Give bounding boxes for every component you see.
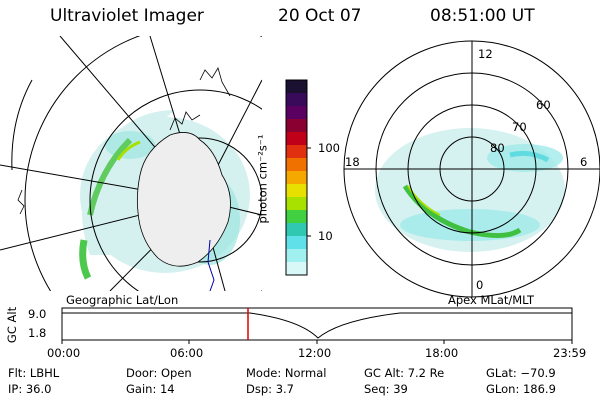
alt-ytick-1-8: 1.8	[28, 326, 47, 340]
glat-value: −70.9	[520, 366, 556, 380]
glon-field: GLon: 186.9	[486, 382, 556, 396]
glat-field: GLat: −70.9	[486, 366, 556, 380]
mlt-label-12: 12	[478, 47, 493, 61]
flt-field: Flt: LBHL	[8, 366, 60, 380]
colorbar-tick-10: 10	[318, 229, 333, 243]
colorbar-swatch	[286, 210, 307, 224]
colorbar-swatch	[286, 236, 307, 250]
altitude-plot	[61, 307, 573, 344]
colorbar-tick-100: 100	[318, 141, 340, 155]
colorbar-swatch	[286, 223, 307, 237]
colorbar-swatch	[286, 80, 307, 94]
colorbar-swatch	[286, 119, 307, 133]
alt-ylabel: GC Alt	[5, 306, 20, 344]
door-field: Door: Open	[126, 366, 192, 380]
app-title: Ultraviolet Imager	[50, 6, 204, 26]
gain-field: Gain: 14	[126, 382, 175, 396]
ip-value: 36.0	[25, 382, 52, 396]
colorbar-swatch	[286, 158, 307, 172]
colorbar-swatch	[286, 145, 307, 159]
mode-value: Normal	[284, 366, 327, 380]
colorbar-swatch	[286, 106, 307, 120]
door-value: Open	[160, 366, 192, 380]
seq-field: Seq: 39	[364, 382, 408, 396]
geographic-map	[0, 36, 262, 291]
mlt-label-18: 18	[345, 155, 360, 169]
continent-outline	[136, 132, 231, 267]
colorbar	[285, 79, 311, 276]
colorbar-frame	[285, 79, 308, 276]
alt-ytick-9: 9.0	[28, 307, 47, 321]
alt-xtick-1200: 12:00	[298, 346, 332, 360]
colorbar-swatch	[286, 171, 307, 185]
mlt-label-6: 6	[580, 155, 588, 169]
colorbar-swatch	[286, 184, 307, 198]
colorbar-swatch	[286, 132, 307, 146]
alt-xtick-2359: 23:59	[553, 346, 587, 360]
alt-xtick-0600: 06:00	[170, 346, 204, 360]
dsp-value: 3.7	[275, 382, 294, 396]
colorbar-unit-label: photon cm⁻²s⁻¹	[255, 134, 270, 224]
colorbar-swatch	[286, 249, 307, 263]
mlat-label-70: 70	[512, 120, 527, 134]
right-panel-caption: Apex MLat/MLT	[448, 293, 535, 307]
mode-field: Mode: Normal	[246, 366, 327, 380]
mlat-label-80: 80	[490, 141, 505, 155]
flt-value: LBHL	[29, 366, 60, 380]
aurora-arc-lower	[79, 239, 92, 280]
gcalt-field: GC Alt: 7.2 Re	[364, 366, 445, 380]
colorbar-swatch	[286, 262, 307, 276]
time-label: 08:51:00 UT	[430, 6, 535, 26]
colorbar-swatch	[286, 197, 307, 211]
gcalt-value: 7.2 Re	[407, 366, 445, 380]
mlat-label-60: 60	[536, 98, 551, 112]
seq-value: 39	[393, 382, 408, 396]
polar-plot	[343, 40, 600, 298]
dsp-field: Dsp: 3.7	[246, 382, 294, 396]
ip-field: IP: 36.0	[8, 382, 52, 396]
alt-xtick-1800: 18:00	[425, 346, 459, 360]
colorbar-swatch	[286, 93, 307, 107]
alt-xtick-0000: 00:00	[47, 346, 81, 360]
mlt-label-0: 0	[476, 278, 484, 292]
left-panel-caption: Geographic Lat/Lon	[66, 293, 179, 307]
date-label: 20 Oct 07	[278, 6, 362, 26]
glon-value: 186.9	[522, 382, 556, 396]
aurora-arc-left	[87, 137, 133, 216]
aurora-oval-right	[402, 184, 522, 238]
gain-value: 14	[159, 382, 175, 396]
